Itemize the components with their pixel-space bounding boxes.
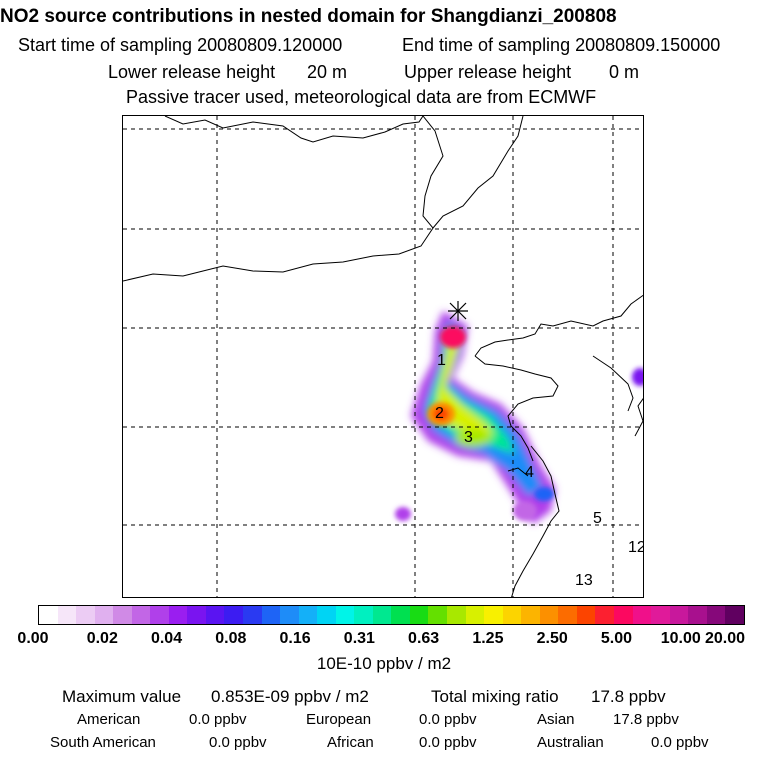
color-swatch-35 xyxy=(688,606,707,624)
european-value: 0.0 ppbv xyxy=(419,711,477,728)
color-swatch-20 xyxy=(409,606,429,624)
color-swatch-33 xyxy=(651,606,670,624)
color-swatch-23 xyxy=(465,606,485,624)
color-swatch-15 xyxy=(317,606,336,624)
color-swatch-2 xyxy=(76,606,95,624)
color-scale-tick: 20.00 xyxy=(704,630,746,647)
color-scale-tick: 1.25 xyxy=(472,630,504,647)
max-value-label: Maximum value xyxy=(62,687,182,706)
color-swatch-10 xyxy=(224,606,244,624)
total-mixing-label: Total mixing ratio xyxy=(431,687,559,706)
grid-lines xyxy=(123,116,643,597)
american-value: 0.0 ppbv xyxy=(189,711,247,728)
color-swatch-18 xyxy=(372,606,392,624)
color-swatch-16 xyxy=(335,606,355,624)
region-label-1: 1 xyxy=(437,352,446,369)
tracer-note: Passive tracer used, meteorological data… xyxy=(126,87,597,107)
color-swatch-7 xyxy=(168,606,188,624)
color-scale-tick: 0.08 xyxy=(215,630,247,647)
color-scale-tick: 10.00 xyxy=(660,630,701,647)
color-swatch-24 xyxy=(484,606,503,624)
color-swatch-22 xyxy=(447,606,466,624)
color-swatch-30 xyxy=(595,606,614,624)
color-scale-tick: 2.50 xyxy=(536,630,568,647)
max-value: 0.853E-09 ppbv / m2 xyxy=(211,687,369,706)
color-scale-tick: 0.63 xyxy=(408,630,440,647)
south-american-label: South American xyxy=(50,734,156,751)
region-label-2: 2 xyxy=(435,405,444,422)
color-swatch-19 xyxy=(391,606,410,624)
color-swatch-11 xyxy=(243,606,262,624)
south-american-value: 0.0 ppbv xyxy=(209,734,267,751)
upper-release-value: 0 m xyxy=(609,62,640,82)
color-scale-tick: 0.00 xyxy=(17,630,49,647)
color-swatch-32 xyxy=(632,606,652,624)
total-mixing-value: 17.8 ppbv xyxy=(591,687,666,706)
color-scale-tick: 5.00 xyxy=(600,630,633,647)
color-swatch-4 xyxy=(113,606,132,624)
color-swatch-25 xyxy=(502,606,522,624)
start-time-label: Start time of sampling 20080809.120000 xyxy=(18,35,343,55)
lower-release-value: 20 m xyxy=(307,62,348,82)
color-swatch-14 xyxy=(298,606,318,624)
region-label-3: 3 xyxy=(464,429,473,446)
color-swatch-5 xyxy=(131,606,151,624)
color-swatch-6 xyxy=(150,606,169,624)
map-panel[interactable]: 1 2 3 4 5 12 13 xyxy=(122,115,644,598)
australian-label: Australian xyxy=(537,734,604,751)
upper-release-label: Upper release height xyxy=(404,62,572,82)
end-time-label: End time of sampling 20080809.150000 xyxy=(402,35,721,55)
color-scale-tick: 0.04 xyxy=(150,630,183,647)
color-swatch-37 xyxy=(725,606,744,624)
color-swatch-21 xyxy=(428,606,448,624)
color-swatch-36 xyxy=(706,606,726,624)
coastlines-borders xyxy=(123,116,643,597)
color-swatch-1 xyxy=(57,606,77,624)
african-label: African xyxy=(327,734,374,751)
region-label-5: 5 xyxy=(593,510,602,527)
color-scale-tick: 0.31 xyxy=(343,630,375,647)
color-swatch-8 xyxy=(187,606,206,624)
color-swatch-31 xyxy=(613,606,633,624)
african-value: 0.0 ppbv xyxy=(419,734,477,751)
color-swatch-12 xyxy=(261,606,281,624)
color-scale-tick: 0.16 xyxy=(279,630,311,647)
lower-release-label: Lower release height xyxy=(108,62,276,82)
color-scale-bar xyxy=(38,605,745,625)
map-canvas xyxy=(123,116,643,597)
region-label-4: 4 xyxy=(525,464,534,481)
color-swatch-3 xyxy=(94,606,114,624)
color-swatch-27 xyxy=(539,606,559,624)
region-label-13: 13 xyxy=(575,572,593,589)
european-label: European xyxy=(306,711,372,728)
concentration-plume xyxy=(395,311,643,524)
asian-label: Asian xyxy=(537,711,575,728)
color-swatch-29 xyxy=(576,606,596,624)
plot-title: NO2 source contributions in nested domai… xyxy=(0,6,617,27)
color-swatch-17 xyxy=(354,606,373,624)
asian-value: 17.8 ppbv xyxy=(613,711,679,728)
color-scale-tick: 0.02 xyxy=(86,630,118,647)
region-label-12: 12 xyxy=(628,539,643,556)
color-swatch-13 xyxy=(280,606,299,624)
color-swatch-28 xyxy=(558,606,577,624)
receptor-station-marker xyxy=(448,301,468,321)
color-swatch-0 xyxy=(39,606,58,624)
color-swatch-34 xyxy=(669,606,689,624)
color-swatch-9 xyxy=(205,606,225,624)
color-swatch-26 xyxy=(521,606,540,624)
color-scale-unit: 10E-10 ppbv / m2 xyxy=(316,654,452,673)
american-label: American xyxy=(77,711,141,728)
australian-value: 0.0 ppbv xyxy=(651,734,709,751)
